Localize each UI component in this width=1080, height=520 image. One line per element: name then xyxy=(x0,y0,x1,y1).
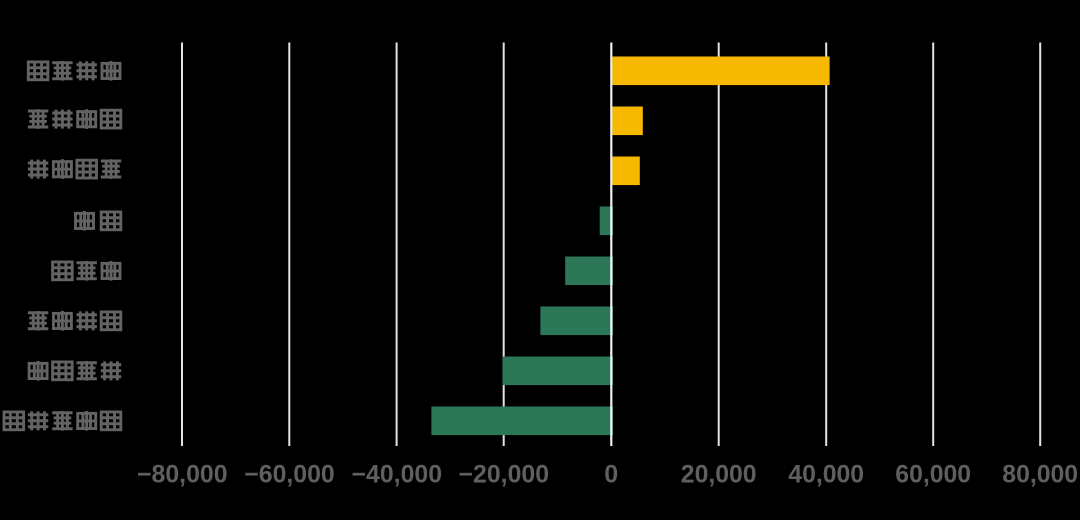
svg-text:0: 0 xyxy=(604,460,618,488)
svg-text:20,000: 20,000 xyxy=(681,460,757,488)
svg-text:−80,000: −80,000 xyxy=(137,460,228,488)
svg-text:80,000: 80,000 xyxy=(1002,460,1078,488)
svg-text:−20,000: −20,000 xyxy=(459,460,550,488)
svg-text:−60,000: −60,000 xyxy=(244,460,335,488)
svg-text:−40,000: −40,000 xyxy=(352,460,443,488)
svg-text:40,000: 40,000 xyxy=(788,460,864,488)
svg-text:60,000: 60,000 xyxy=(895,460,971,488)
